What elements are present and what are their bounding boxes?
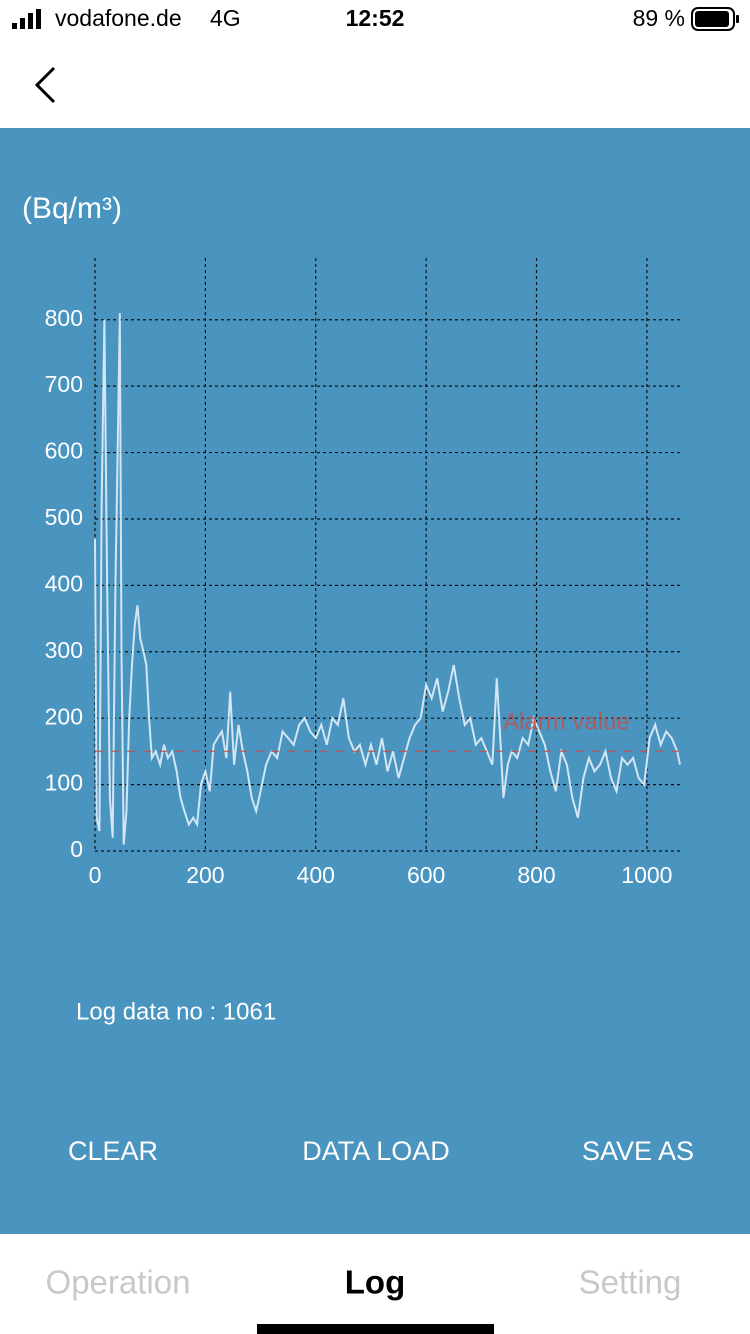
alarm-label: Alarm value bbox=[503, 709, 630, 736]
x-tick-label: 200 bbox=[186, 862, 224, 888]
tab[interactable]: Log bbox=[345, 1264, 405, 1301]
content-area bbox=[0, 128, 750, 1234]
chart: 0 100 200 300 400 500 600 700 800 0 200 400 600 800 10… bbox=[45, 258, 681, 888]
y-axis-label: (Bq/m³) bbox=[22, 192, 122, 225]
y-tick-label: 400 bbox=[45, 570, 83, 596]
clock: 12:52 bbox=[346, 5, 405, 31]
y-tick-label: 200 bbox=[45, 703, 83, 729]
y-tick-label: 100 bbox=[45, 770, 83, 796]
tab[interactable]: Operation bbox=[46, 1264, 191, 1301]
y-tick-label: 600 bbox=[45, 438, 83, 464]
y-tick-label: 500 bbox=[45, 504, 83, 530]
data-line bbox=[94, 313, 681, 845]
x-tick-label: 400 bbox=[297, 862, 335, 888]
y-tick-label: 300 bbox=[45, 637, 83, 663]
tab[interactable]: Setting bbox=[579, 1264, 682, 1301]
carrier: vodafone.de bbox=[55, 5, 182, 31]
x-tick-label: 800 bbox=[517, 862, 555, 888]
action-button[interactable]: CLEAR bbox=[68, 1136, 158, 1166]
x-tick-label: 600 bbox=[407, 862, 445, 888]
action-button[interactable]: DATA LOAD bbox=[302, 1136, 450, 1166]
tab-bar bbox=[0, 1234, 750, 1334]
signal-icon bbox=[12, 9, 41, 29]
battery-icon bbox=[691, 7, 739, 31]
header bbox=[0, 0, 750, 128]
network: 4G bbox=[210, 5, 241, 31]
y-tick-label: 800 bbox=[45, 305, 83, 331]
x-tick-label: 0 bbox=[89, 862, 102, 888]
tab-indicator bbox=[257, 1324, 494, 1334]
battery-text: 89 % bbox=[633, 5, 685, 31]
log-info: Log data no : 1061 bbox=[76, 998, 276, 1025]
y-tick-label: 700 bbox=[45, 371, 83, 397]
x-tick-label: 1000 bbox=[621, 862, 672, 888]
back-button[interactable] bbox=[34, 66, 56, 104]
y-tick-label: 0 bbox=[70, 836, 83, 862]
action-button[interactable]: SAVE AS bbox=[582, 1136, 694, 1166]
